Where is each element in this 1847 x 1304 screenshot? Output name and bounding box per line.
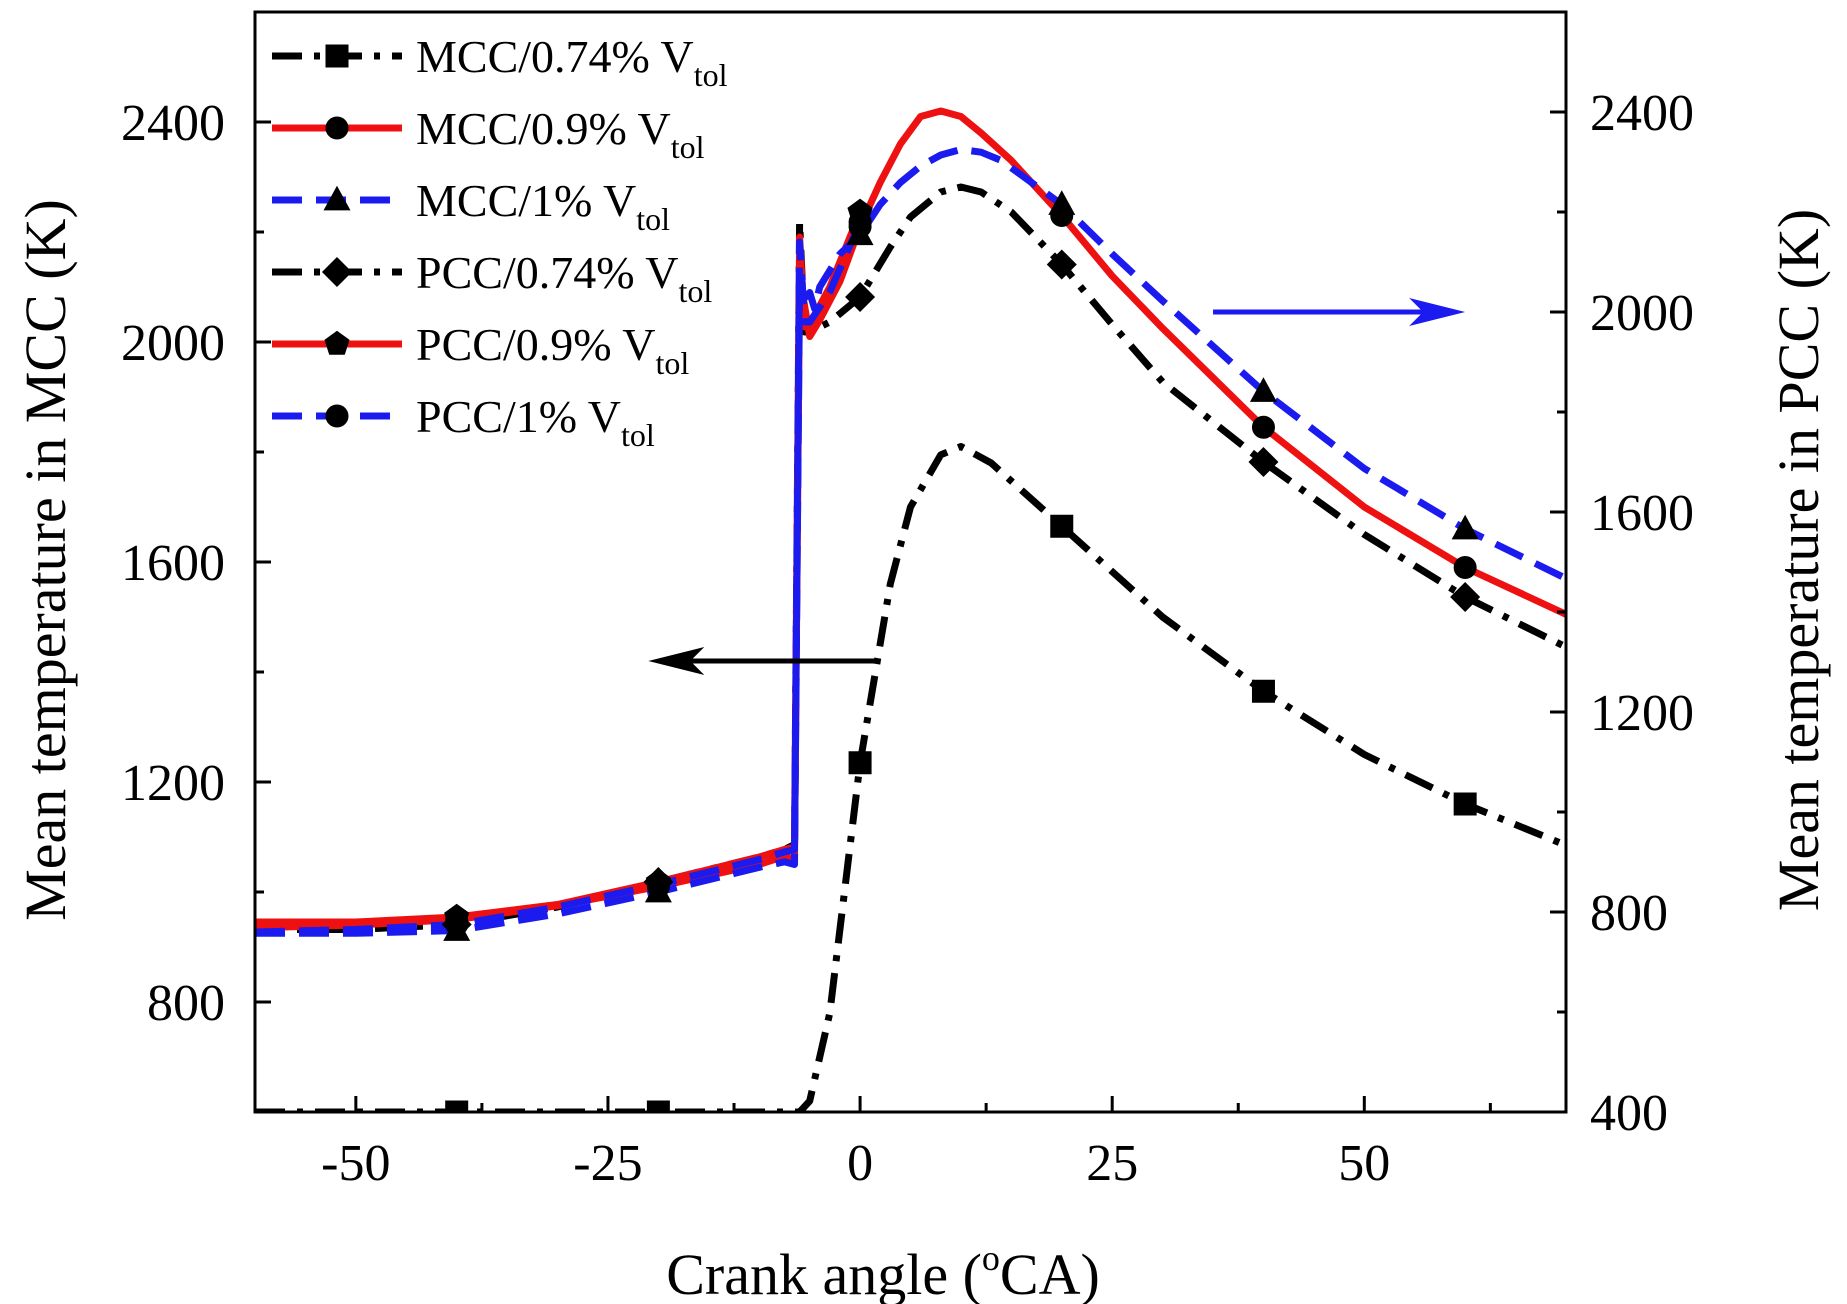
- series-line-mcc-0-74pct-v: [255, 443, 1566, 1112]
- legend-marker-diamond: [321, 256, 353, 288]
- x-tick-label: 25: [1086, 1135, 1138, 1192]
- y-right-tick-label: 2400: [1590, 85, 1694, 142]
- y-right-tick-label: 400: [1590, 1085, 1668, 1142]
- y-left-tick-label: 800: [147, 975, 225, 1032]
- legend-marker-circle: [325, 116, 349, 140]
- data-point-mcc-0-9pct-v-5: [1453, 556, 1477, 579]
- annotation-arrow-right: [1213, 298, 1466, 326]
- marker-layer: [441, 190, 1481, 1112]
- legend-entry-mcc-0-9pct-v: MCC/0.9% Vtol: [272, 103, 705, 165]
- y-left-tick-label: 1200: [121, 755, 225, 812]
- annotation-arrow-left: [648, 647, 881, 675]
- y-left-axis-ticks: 800 1200 1600 2000 2400: [121, 10, 271, 1032]
- data-point-mcc-0-74pct-v-3: [1050, 514, 1074, 538]
- legend-marker-square: [325, 44, 349, 68]
- data-point-mcc-0-74pct-v-5: [1453, 792, 1477, 816]
- legend-marker-triangle: [323, 185, 351, 211]
- legend: MCC/0.74% Vtol MCC/0.9% Vtol MCC/1% Vtol PC…: [272, 31, 728, 453]
- y-left-tick-label: 2000: [121, 315, 225, 372]
- x-tick-label: 50: [1338, 1135, 1390, 1192]
- y-left-tick-label: 2400: [121, 95, 225, 152]
- data-point-mcc-0-74pct-v-0: [445, 1100, 469, 1112]
- data-point-pcc-0-74pct-v-2: [845, 281, 876, 313]
- data-point-pcc-0-74pct-v-3: [1046, 249, 1077, 280]
- x-tick-label: -50: [321, 1135, 390, 1192]
- legend-label: MCC/0.74% Vtol: [416, 31, 728, 93]
- legend-entry-mcc-0-74pct-v: MCC/0.74% Vtol: [272, 31, 728, 93]
- data-point-pcc-0-74pct-v-5: [1450, 581, 1481, 613]
- legend-entry-mcc-1pct-v: MCC/1% Vtol: [272, 175, 670, 237]
- legend-label: MCC/1% Vtol: [416, 175, 670, 237]
- arrow-head: [648, 647, 705, 675]
- data-point-mcc-1pct-v-1: [644, 877, 672, 903]
- data-point-pcc-0-74pct-v-4: [1248, 446, 1279, 478]
- x-tick-label: -25: [573, 1135, 642, 1192]
- legend-label: MCC/0.9% Vtol: [416, 103, 705, 165]
- data-point-mcc-1pct-v-4: [1249, 377, 1277, 402]
- data-point-mcc-1pct-v-3: [1048, 190, 1076, 215]
- data-point-mcc-0-74pct-v-1: [646, 1100, 670, 1112]
- annotation-layer: [648, 298, 1466, 675]
- legend-label: PCC/0.9% Vtol: [416, 319, 689, 381]
- y-right-tick-label: 2000: [1590, 285, 1694, 342]
- data-point-mcc-1pct-v-5: [1451, 514, 1479, 540]
- y-left-axis-title: Mean temperature in MCC (K): [13, 199, 78, 921]
- data-point-mcc-1pct-v-0: [443, 916, 471, 941]
- legend-entry-pcc-0-9pct-v: PCC/0.9% Vtol: [272, 319, 689, 381]
- y-right-axis-title: Mean temperature in PCC (K): [1766, 209, 1831, 911]
- legend-marker-circle: [325, 404, 349, 428]
- y-left-tick-label: 1600: [121, 535, 225, 592]
- legend-entry-pcc-1pct-v: PCC/1% Vtol: [272, 391, 655, 453]
- x-tick-label: 0: [847, 1135, 873, 1192]
- x-axis-ticks: -50 -25 0 25 50: [321, 1096, 1492, 1192]
- y-right-tick-label: 1600: [1590, 485, 1694, 542]
- legend-entry-pcc-0-74pct-v: PCC/0.74% Vtol: [272, 247, 712, 309]
- legend-marker-pentagon: [324, 330, 350, 355]
- data-point-mcc-0-74pct-v-4: [1251, 679, 1275, 703]
- x-axis-title: Crank angle (oCA): [666, 1238, 1100, 1304]
- data-point-mcc-0-9pct-v-4: [1251, 415, 1275, 439]
- y-right-axis-ticks: 400 800 1200 1600 2000 2400: [1550, 10, 1694, 1142]
- data-point-mcc-1pct-v-2: [846, 220, 874, 246]
- legend-label: PCC/1% Vtol: [416, 391, 655, 453]
- arrow-head: [1409, 298, 1466, 326]
- legend-label: PCC/0.74% Vtol: [416, 247, 712, 309]
- y-right-tick-label: 1200: [1590, 685, 1694, 742]
- data-point-mcc-0-74pct-v-2: [848, 751, 872, 775]
- y-right-tick-label: 800: [1590, 885, 1668, 942]
